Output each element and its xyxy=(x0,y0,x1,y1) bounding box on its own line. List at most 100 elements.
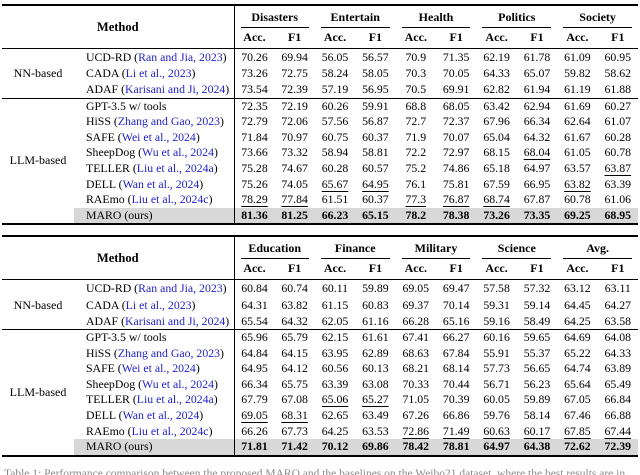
metric-value-cell: 60.83 xyxy=(362,297,389,312)
method-group-llm-based: LLM-based GPT-3.5 w/ tools 65.96 65.79 62.15… xyxy=(2,329,638,456)
metric-value-cell: 60.78 xyxy=(604,145,632,160)
metric-value-cell: 69.47 xyxy=(442,281,470,296)
citation-link[interactable]: Ran and Jia, 2023 xyxy=(138,281,223,296)
metric-subheader: F1 xyxy=(368,261,383,276)
metric-subheader: Acc. xyxy=(566,30,589,44)
metric-value-cell: 72.06 xyxy=(281,114,308,129)
metric-value-cell: 63.57 xyxy=(564,160,591,175)
metric-value-cell: 64.69 xyxy=(564,329,591,344)
metric-value-cell: 76.1 xyxy=(405,176,427,191)
metric-value-cell: 68.04 xyxy=(523,145,551,160)
metric-subheader: Acc. xyxy=(566,261,589,276)
metric-value-cell: 58.14 xyxy=(523,407,551,422)
domain-header: Disasters xyxy=(234,5,315,28)
citation-link[interactable]: Wei et al., 2024 xyxy=(121,129,196,144)
table-row: SheepDog (Wu et al., 2024) 66.34 65.75 63.3… xyxy=(2,376,638,393)
metric-value-cell: 63.82 xyxy=(564,176,591,191)
citation-link[interactable]: Karisani and Ji, 2024 xyxy=(125,82,226,97)
metric-value-cell: 66.84 xyxy=(604,392,632,407)
citation-link[interactable]: Li et al., 2023 xyxy=(125,66,192,81)
method-cell: MARO (ours) xyxy=(74,207,235,225)
metric-value-cell: 76.87 xyxy=(442,192,470,207)
metric-value-cell: 73.26 xyxy=(241,66,268,81)
metric-value-cell: 64.25 xyxy=(321,423,349,438)
citation-link[interactable]: Karisani and Ji, 2024 xyxy=(125,313,226,328)
metric-value-cell: 65.64 xyxy=(564,376,591,391)
citation-link[interactable]: Wu et al., 2024 xyxy=(142,145,214,160)
metric-value-cell: 78.2 xyxy=(395,207,436,225)
citation-link[interactable]: Wan et al., 2024 xyxy=(122,176,200,191)
method-cell: SAFE (Wei et al., 2024) xyxy=(74,361,235,377)
metric-value-cell: 58.49 xyxy=(523,313,551,328)
citation-link[interactable]: Li et al., 2023 xyxy=(125,297,192,312)
metric-value-cell: 67.87 xyxy=(523,192,551,207)
metric-value-cell: 56.87 xyxy=(362,114,389,129)
citation-link[interactable]: Liu et al., 2024a xyxy=(136,392,214,407)
metric-value-cell: 73.66 xyxy=(241,145,268,160)
metric-value-cell: 62.19 xyxy=(483,50,510,64)
metric-value-cell: 75.81 xyxy=(442,176,470,191)
metric-value-cell: 72.37 xyxy=(442,114,470,129)
metric-value-cell: 66.26 xyxy=(241,423,268,438)
metric-value-cell: 62.82 xyxy=(483,82,510,97)
metric-value-cell: 71.49 xyxy=(442,423,470,438)
metric-value-cell: 68.31 xyxy=(281,407,308,422)
metric-value-cell: 60.17 xyxy=(523,423,551,438)
method-cell: TELLER (Liu et al., 2024a) xyxy=(74,392,235,408)
metric-value-cell: 68.8 xyxy=(405,98,427,113)
group-label: LLM-based xyxy=(9,384,67,399)
citation-link[interactable]: Wan et al., 2024 xyxy=(122,407,200,422)
citation-link[interactable]: Zhang and Gao, 2023 xyxy=(117,345,221,360)
metric-value-cell: 61.69 xyxy=(564,98,591,113)
table-row: DELL (Wan et al., 2024) 75.26 74.05 65.67 64… xyxy=(2,176,638,193)
metric-value-cell: 64.74 xyxy=(564,361,591,376)
metric-value-cell: 71.05 xyxy=(402,392,430,407)
metric-value-cell: 68.15 xyxy=(483,145,510,160)
metric-value-cell: 81.25 xyxy=(274,207,315,225)
metric-value-cell: 69.91 xyxy=(442,82,470,97)
metric-value-cell: 59.82 xyxy=(564,66,591,81)
table-row: HiSS (Zhang and Gao, 2023) 72.79 72.06 57.5… xyxy=(2,114,638,130)
metric-value-cell: 65.49 xyxy=(604,376,632,391)
metric-value-cell: 60.11 xyxy=(321,281,349,296)
citation-link[interactable]: Liu et al., 2024c xyxy=(131,423,209,438)
domain-header: Education xyxy=(234,236,315,260)
citation-link[interactable]: Ran and Jia, 2023 xyxy=(138,50,223,64)
metric-value-cell: 69.37 xyxy=(402,297,430,312)
metric-value-cell: 60.28 xyxy=(604,129,632,144)
metric-value-cell: 60.13 xyxy=(362,361,389,376)
metric-value-cell: 65.15 xyxy=(355,207,396,225)
metric-value-cell: 59.76 xyxy=(483,407,510,422)
citation-link[interactable]: Liu et al., 2024a xyxy=(136,160,214,175)
metric-value-cell: 75.26 xyxy=(241,176,268,191)
metric-value-cell: 60.37 xyxy=(362,192,389,207)
metric-value-cell: 61.61 xyxy=(362,329,389,344)
metric-value-cell: 71.81 xyxy=(234,439,275,456)
metric-value-cell: 63.82 xyxy=(281,297,308,312)
metric-value-cell: 65.67 xyxy=(321,176,349,191)
metric-value-cell: 68.95 xyxy=(597,207,638,225)
metric-value-cell: 64.97 xyxy=(476,439,517,456)
metric-value-cell: 69.05 xyxy=(402,281,430,296)
metric-value-cell: 63.11 xyxy=(604,281,631,296)
metric-value-cell: 70.33 xyxy=(402,376,430,391)
metric-value-cell: 58.62 xyxy=(604,66,632,81)
citation-link[interactable]: Zhang and Gao, 2023 xyxy=(117,114,221,129)
metric-value-cell: 57.32 xyxy=(523,281,551,296)
metric-value-cell: 59.89 xyxy=(362,281,389,296)
metric-value-cell: 78.38 xyxy=(435,207,477,225)
citation-link[interactable]: Liu et al., 2024c xyxy=(131,192,209,207)
metric-subheader: Acc. xyxy=(485,261,508,276)
metric-value-cell: 63.12 xyxy=(564,281,591,296)
table-row: ADAF (Karisani and Ji, 2024) 65.54 64.32 62… xyxy=(2,312,638,330)
table-row: CADA (Li et al., 2023) 73.26 72.75 58.24 58.… xyxy=(2,65,638,82)
results-table-1: Method Disasters Entertain Health Politics So… xyxy=(2,4,638,226)
method-cell: SheepDog (Wu et al., 2024) xyxy=(74,376,235,393)
group-label: LLM-based xyxy=(9,153,67,168)
metric-value-cell: 69.05 xyxy=(241,407,268,422)
citation-link[interactable]: Wu et al., 2024 xyxy=(142,376,214,391)
citation-link[interactable]: Wei et al., 2024 xyxy=(121,361,196,376)
metric-value-cell: 63.39 xyxy=(604,176,632,191)
metric-value-cell: 63.49 xyxy=(362,407,389,422)
